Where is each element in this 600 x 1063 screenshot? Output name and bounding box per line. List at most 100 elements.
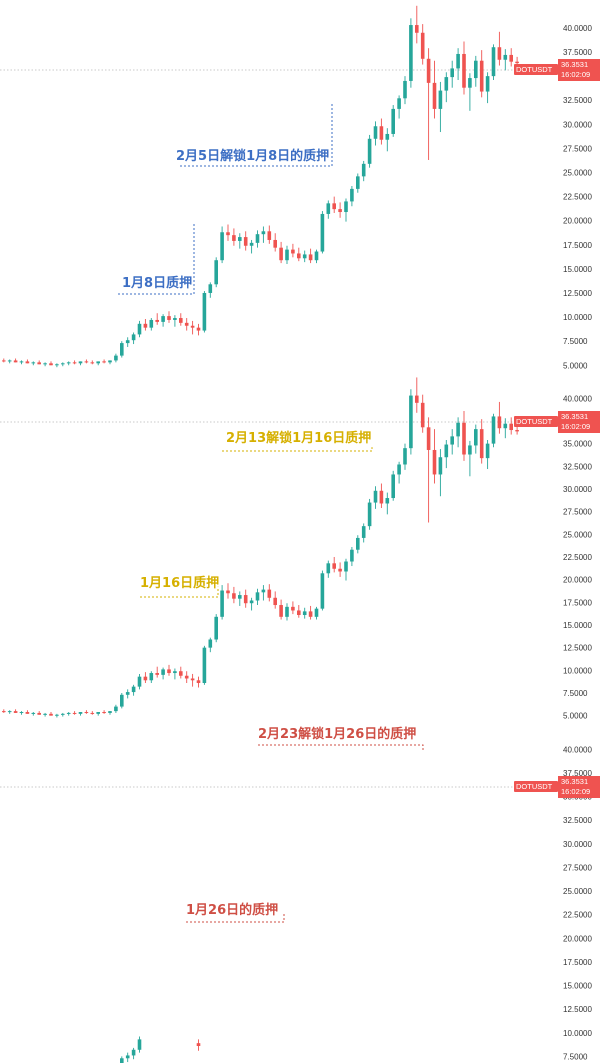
- candle-body: [438, 90, 443, 109]
- candle: [468, 440, 472, 477]
- candle: [515, 425, 519, 435]
- last-price-label: 36.3531: [561, 60, 588, 69]
- candle-body: [137, 323, 142, 335]
- candle: [320, 570, 325, 611]
- candle: [2, 358, 6, 363]
- candle-body: [31, 712, 36, 714]
- candle-body: [291, 606, 295, 611]
- candle-body: [420, 32, 425, 59]
- y-tick-label: 40.0000: [563, 745, 592, 754]
- candle-body: [49, 713, 53, 716]
- y-tick-label: 17.5000: [563, 598, 592, 607]
- candle: [2, 709, 6, 713]
- annotation: 2月13解锁1月16日质押: [222, 430, 373, 452]
- candle-body: [66, 712, 71, 714]
- symbol-label: DOTUSDT: [516, 782, 553, 791]
- candle-body: [509, 423, 513, 431]
- candle: [161, 314, 165, 327]
- symbol-tag: [514, 416, 558, 427]
- candle-body: [49, 363, 53, 366]
- candle-body: [31, 362, 36, 364]
- candle-body: [474, 60, 478, 79]
- annotation-leader: [180, 103, 333, 167]
- candle: [196, 323, 201, 336]
- candle: [338, 202, 342, 218]
- candle: [479, 419, 484, 464]
- candle: [314, 606, 319, 620]
- candle-body: [143, 323, 148, 328]
- candle-body: [190, 678, 195, 681]
- y-tick-label: 35.0000: [563, 440, 592, 449]
- candle: [314, 249, 319, 264]
- last-price-label: 36.3531: [561, 412, 588, 421]
- candle: [249, 239, 254, 254]
- candle: [444, 440, 449, 469]
- candle-body: [468, 78, 472, 88]
- candle-body: [220, 232, 224, 261]
- candle-body: [78, 712, 83, 714]
- candle: [456, 417, 460, 448]
- y-tick-label: 30.0000: [563, 120, 592, 129]
- candle: [7, 710, 12, 714]
- candle: [403, 76, 407, 105]
- candle: [332, 556, 336, 573]
- candle-body: [167, 316, 171, 320]
- candle-body: [43, 713, 47, 715]
- candle-body: [202, 647, 207, 684]
- candle-body: [338, 568, 342, 572]
- candle-body: [432, 82, 437, 109]
- candle-body: [279, 247, 283, 261]
- candle-body: [515, 61, 519, 64]
- candle: [297, 605, 301, 618]
- candle-body: [297, 253, 301, 259]
- candle: [7, 359, 12, 364]
- y-tick-label: 40.0000: [563, 24, 592, 33]
- candle-body: [302, 254, 307, 259]
- candle-body: [332, 203, 336, 210]
- candle-body: [196, 1043, 201, 1046]
- candle-body: [326, 203, 331, 214]
- candle-body: [267, 589, 272, 598]
- candle: [190, 673, 195, 687]
- candle: [25, 359, 30, 364]
- candle-body: [373, 126, 378, 139]
- candle: [291, 243, 295, 258]
- candle: [155, 666, 159, 678]
- candle-body: [13, 711, 18, 713]
- candle: [226, 583, 230, 599]
- candle: [167, 664, 171, 676]
- candle-body: [226, 590, 230, 594]
- candle-body: [214, 260, 218, 285]
- candle-body: [96, 361, 100, 364]
- candle: [273, 233, 277, 252]
- candle: [55, 713, 59, 718]
- candle-body: [302, 611, 307, 616]
- candle-body: [102, 712, 106, 714]
- candle: [432, 429, 437, 484]
- candle: [196, 676, 201, 688]
- y-tick-label: 27.5000: [563, 508, 592, 517]
- candle-body: [96, 712, 100, 714]
- candle-body: [261, 589, 266, 593]
- candle: [279, 599, 283, 620]
- candle-body: [131, 334, 136, 341]
- candle: [66, 712, 71, 716]
- candle-body: [155, 319, 159, 322]
- candle-body: [232, 593, 236, 599]
- y-tick-label: 37.5000: [563, 769, 592, 778]
- candle: [456, 48, 460, 80]
- candle-body: [226, 232, 230, 236]
- y-tick-label: 32.5000: [563, 462, 592, 471]
- y-tick-label: 12.5000: [563, 289, 592, 298]
- candle: [220, 226, 224, 264]
- candle-body: [173, 318, 177, 320]
- candle: [137, 1036, 142, 1053]
- y-tick-label: 17.5000: [563, 958, 592, 967]
- candle: [19, 711, 24, 715]
- candle: [72, 360, 77, 365]
- candle-body: [444, 77, 449, 91]
- candle: [149, 671, 154, 684]
- candle-body: [161, 316, 165, 322]
- candle: [450, 60, 454, 88]
